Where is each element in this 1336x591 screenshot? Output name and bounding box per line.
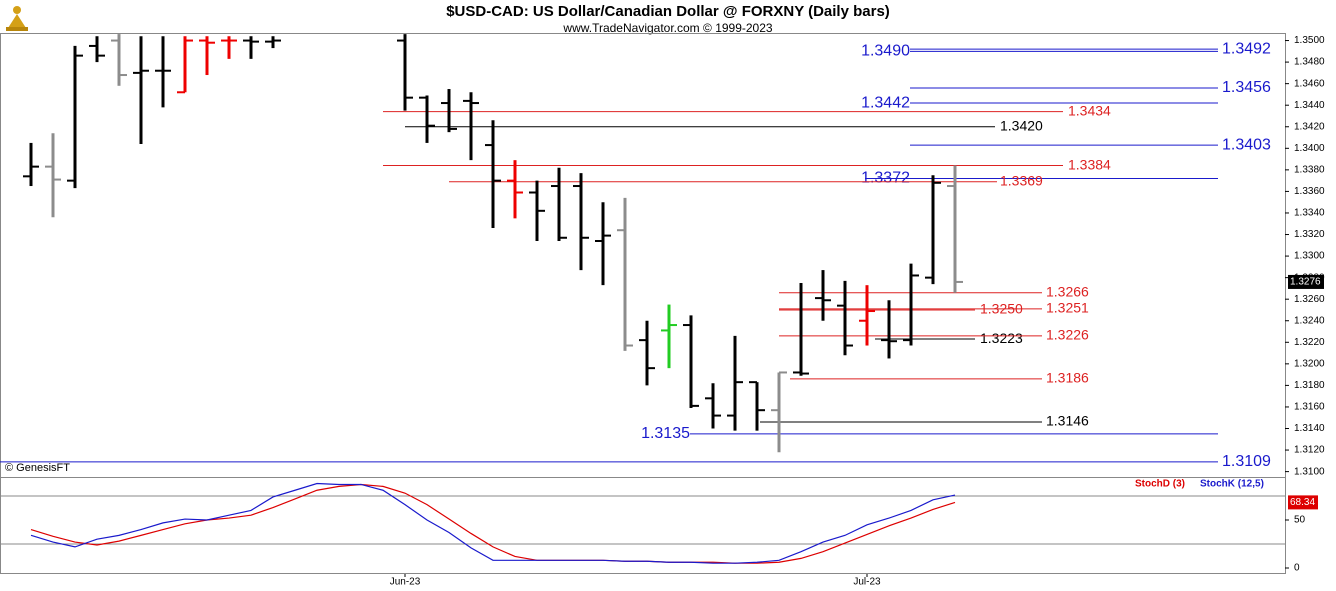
- source-note: © GenesisFT: [5, 462, 70, 474]
- chart-subtitle: www.TradeNavigator.com © 1999-2023: [562, 21, 772, 35]
- level-label: 1.3135: [641, 425, 690, 442]
- logo: [6, 6, 28, 31]
- y-tick-label: 1.3440: [1294, 100, 1325, 111]
- y-tick-label: 1.3240: [1294, 315, 1325, 326]
- last-price-label: 1.3276: [1290, 277, 1321, 288]
- value-label: 68.34: [1290, 497, 1315, 508]
- y-tick-label: 1.3160: [1294, 402, 1325, 413]
- level-label: 1.3186: [1046, 370, 1089, 386]
- y-tick-label: 0: [1294, 563, 1300, 574]
- y-tick-label: 1.3100: [1294, 466, 1325, 477]
- y-tick-label: 1.3120: [1294, 445, 1325, 456]
- y-tick-label: 1.3480: [1294, 57, 1325, 68]
- y-tick-label: 1.3460: [1294, 78, 1325, 89]
- y-tick-label: 1.3340: [1294, 208, 1325, 219]
- level-label: 1.3420: [1000, 117, 1043, 133]
- y-tick-label: 1.3220: [1294, 337, 1325, 348]
- chart-title: $USD-CAD: US Dollar/Canadian Dollar @ FO…: [446, 3, 890, 20]
- legend-entry: StochK (12,5): [1200, 479, 1264, 490]
- y-tick-label: 1.3400: [1294, 143, 1325, 154]
- y-tick-label: 1.3260: [1294, 294, 1325, 305]
- y-tick-label: 1.3360: [1294, 186, 1325, 197]
- level-label: 1.3384: [1068, 156, 1111, 172]
- stoch-line: [30, 482, 956, 564]
- y-tick-label: 1.3500: [1294, 35, 1325, 46]
- level-label: 1.3442: [861, 94, 910, 111]
- x-tick-label: Jun-23: [390, 577, 421, 588]
- y-tick-label: 1.3180: [1294, 380, 1325, 391]
- price-plot: 1.3490 1.3492 1.3456 1.3442 1.3434 1.3420 1.34…: [0, 34, 1271, 470]
- level-label: 1.3456: [1222, 79, 1271, 96]
- level-label: 1.3226: [1046, 327, 1089, 343]
- y-tick-label: 1.3420: [1294, 121, 1325, 132]
- level-label: 1.3403: [1222, 136, 1271, 153]
- legend-entry: StochD (3): [1135, 479, 1185, 490]
- y-tick-label: 1.3140: [1294, 423, 1325, 434]
- level-label: 1.3251: [1046, 300, 1089, 316]
- stoch-line: [30, 483, 956, 564]
- level-label: 1.3369: [1000, 172, 1043, 188]
- y-tick-label: 1.3200: [1294, 358, 1325, 369]
- level-label: 1.3372: [861, 170, 910, 187]
- level-label: 1.3266: [1046, 283, 1089, 299]
- y-tick-label: 1.3320: [1294, 229, 1325, 240]
- value-badge: [1288, 495, 1318, 510]
- last-price-box: [1288, 274, 1324, 289]
- y-tick-label: 1.3300: [1294, 251, 1325, 262]
- level-label: 1.3223: [980, 330, 1023, 346]
- level-label: 1.3492: [1222, 40, 1271, 57]
- level-label: 1.3434: [1068, 102, 1111, 118]
- x-tick-label: Jul-23: [853, 577, 881, 588]
- level-label: 1.3490: [861, 43, 910, 60]
- y-tick-label: 50: [1294, 515, 1306, 526]
- level-label: 1.3146: [1046, 413, 1089, 429]
- stoch-panel: [0, 477, 1286, 574]
- y-tick-label: 1.3380: [1294, 165, 1325, 176]
- level-label: 1.3109: [1222, 453, 1271, 470]
